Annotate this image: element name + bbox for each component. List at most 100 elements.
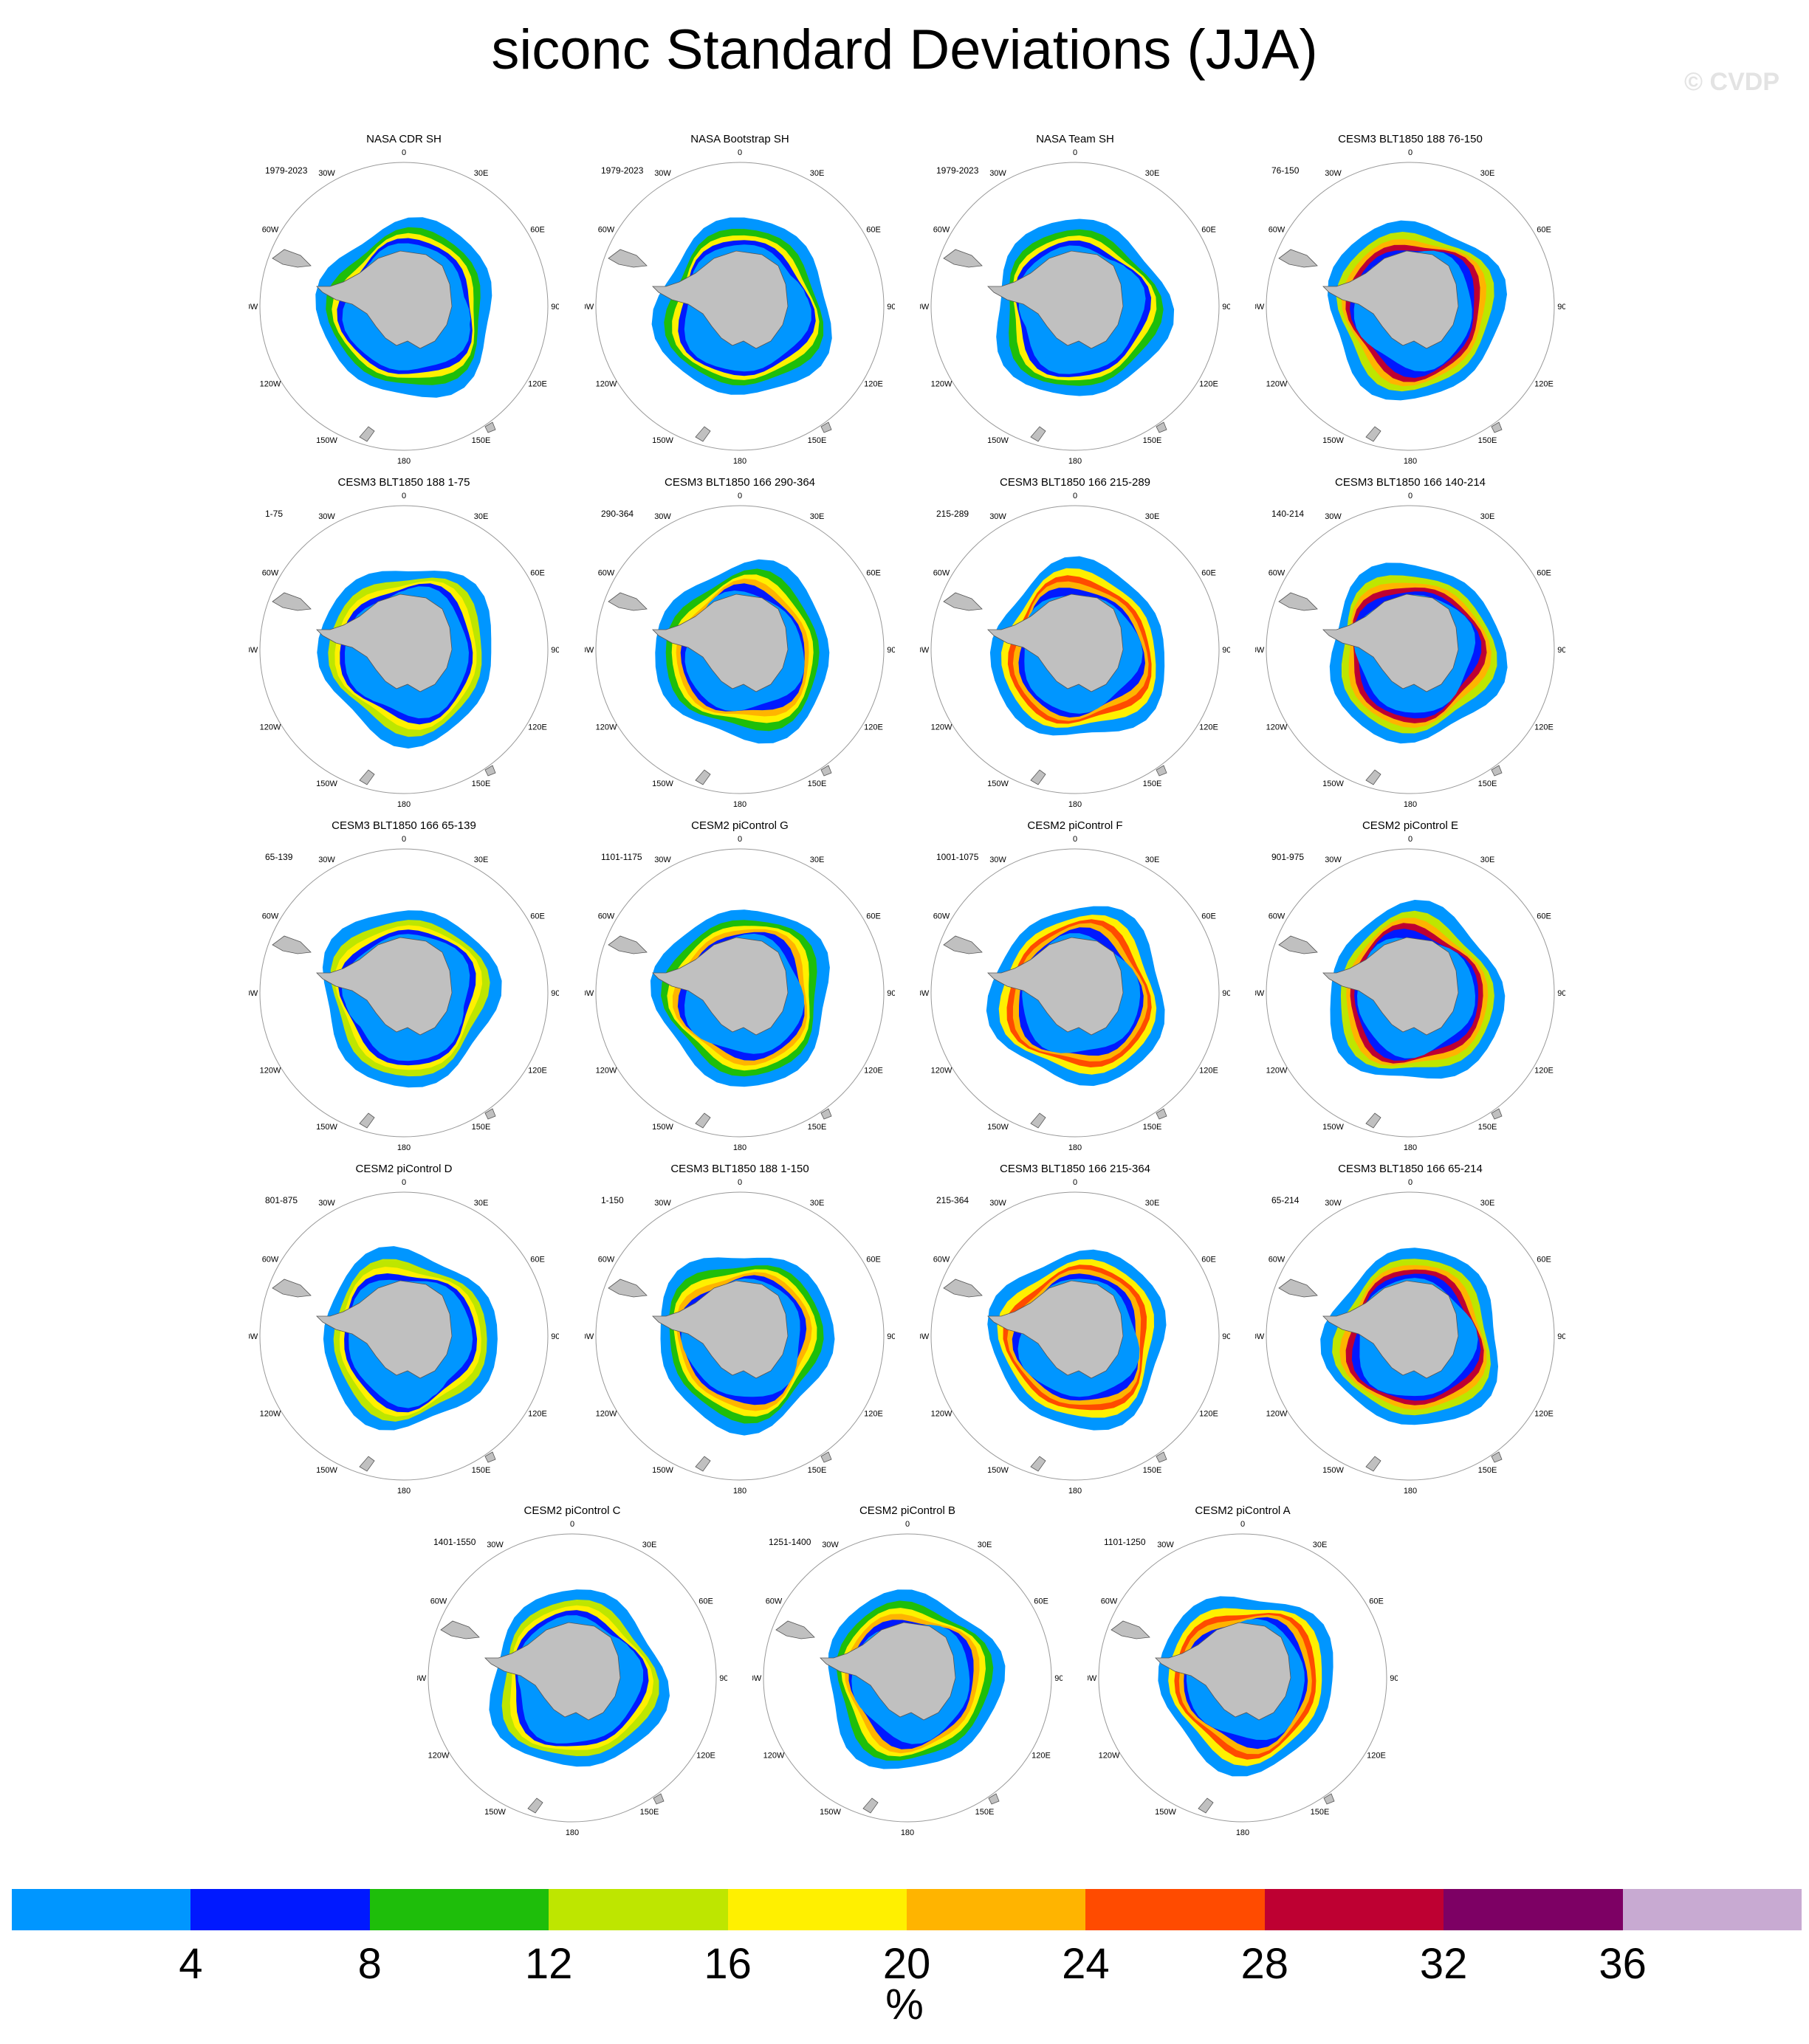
longitude-label: 120E	[1534, 723, 1554, 732]
polar-map: 0 30E 60E 90E 120E 150E 180 150W 120W 90W 60W 30W	[1255, 1178, 1565, 1495]
colorbar-tick-label: 36	[1599, 1940, 1647, 1988]
map-panel: CESM3 BLT1850 166 65-214 65-214 0 30E 60E 90E…	[1255, 1163, 1565, 1495]
longitude-label: 30E	[1145, 512, 1160, 521]
polar-map: 0 30E 60E 90E 120E 150E 180 150W 120W 90W 60W 30W	[1255, 835, 1565, 1152]
longitude-label: 90W	[585, 646, 594, 655]
longitude-label: 60E	[530, 912, 545, 921]
longitude-label: 120E	[528, 1067, 547, 1076]
longitude-label: 60W	[1269, 569, 1285, 578]
longitude-label: 90W	[920, 989, 930, 998]
longitude-label: 150E	[1311, 1808, 1330, 1817]
longitude-label: 180	[1068, 1143, 1082, 1152]
longitude-label: 150E	[640, 1808, 659, 1817]
polar-map: 0 30E 60E 90E 120E 150E 180 150W 120W 90W 60W 30W	[585, 835, 895, 1152]
longitude-label: 30W	[1325, 169, 1342, 178]
longitude-label: 180	[397, 800, 411, 808]
longitude-label: 150E	[1143, 436, 1162, 445]
longitude-label: 0	[402, 148, 406, 157]
south-america-landmass	[1278, 249, 1318, 268]
longitude-label: 30E	[810, 512, 825, 521]
longitude-label: 0	[738, 492, 742, 500]
longitude-label: 120W	[596, 380, 617, 389]
longitude-label: 0	[1408, 835, 1412, 844]
longitude-label: 150W	[652, 780, 673, 788]
tasmania-landmass	[653, 1793, 665, 1805]
longitude-label: 30W	[989, 1199, 1006, 1208]
polar-map: 0 30E 60E 90E 120E 150E 180 150W 120W 90W 60W 30W	[585, 492, 895, 808]
colorbar-swatch	[369, 1889, 549, 1930]
longitude-label: 120W	[260, 1410, 281, 1419]
south-america-landmass	[943, 592, 983, 611]
polar-map: 0 30E 60E 90E 120E 150E 180 150W 120W 90W 60W 30W	[249, 835, 559, 1152]
longitude-label: 150W	[484, 1808, 506, 1817]
map-panel: CESM3 BLT1850 166 215-289 215-289 0 30E 60E 9…	[920, 476, 1230, 808]
longitude-label: 150E	[808, 1123, 827, 1132]
longitude-label: 60W	[1269, 226, 1285, 235]
map-panel: CESM2 piControl D 801-875 0 30E 60E 90E 120E 15…	[249, 1163, 559, 1495]
longitude-label: 60W	[766, 1597, 783, 1606]
tasmania-landmass	[1491, 1108, 1503, 1120]
longitude-label: 90E	[1222, 989, 1230, 998]
longitude-label: 0	[1073, 492, 1077, 500]
longitude-label: 150W	[987, 780, 1009, 788]
longitude-label: 30E	[1480, 512, 1495, 521]
longitude-label: 90W	[1255, 646, 1265, 655]
longitude-label: 150E	[1143, 1123, 1162, 1132]
longitude-label: 90W	[249, 303, 258, 312]
colorbar-swatch	[12, 1889, 191, 1930]
map-panel: CESM3 BLT1850 166 140-214 140-214 0 30E 60E 9…	[1255, 476, 1565, 808]
panel-years: 140-214	[1271, 509, 1305, 519]
longitude-label: 60W	[262, 912, 279, 921]
tasmania-landmass	[484, 421, 496, 433]
polar-map: 0 30E 60E 90E 120E 150E 180 150W 120W 90W 60W 30W	[249, 1178, 559, 1495]
longitude-label: 90W	[1255, 303, 1265, 312]
figure-title: siconc Standard Deviations (JJA)	[491, 18, 1318, 81]
longitude-label: 30W	[989, 512, 1006, 521]
panel-years: 1-75	[265, 509, 284, 519]
polar-map: 0 30E 60E 90E 120E 150E 180 150W 120W 90W 60W 30W	[249, 148, 559, 465]
longitude-label: 60E	[698, 1597, 713, 1606]
longitude-label: 150E	[975, 1808, 995, 1817]
panel-years: 1979-2023	[936, 165, 979, 176]
longitude-label: 90E	[551, 1332, 559, 1341]
longitude-label: 60E	[866, 912, 881, 921]
antarctica-landmass	[316, 593, 453, 692]
longitude-label: 180	[1068, 800, 1082, 808]
longitude-label: 120E	[1199, 1410, 1218, 1419]
longitude-label: 90W	[585, 1332, 594, 1341]
map-panel: CESM3 BLT1850 166 215-364 215-364 0 30E 60E 9…	[920, 1163, 1230, 1495]
panel-years: 1979-2023	[265, 165, 308, 176]
longitude-label: 60E	[1537, 569, 1551, 578]
longitude-label: 30W	[989, 169, 1006, 178]
longitude-label: 120E	[528, 380, 547, 389]
longitude-label: 150W	[1322, 780, 1344, 788]
longitude-label: 90W	[1255, 1332, 1265, 1341]
panel-years: 1101-1175	[601, 852, 642, 862]
panel-years: 801-875	[265, 1195, 298, 1205]
new-zealand-landmass	[1365, 426, 1381, 442]
longitude-label: 0	[738, 148, 742, 157]
map-panel: CESM3 BLT1850 166 65-139 65-139 0 30E 60E 90E…	[249, 819, 559, 1152]
longitude-label: 60W	[933, 1256, 950, 1264]
longitude-label: 120E	[864, 380, 883, 389]
colorbar-swatch	[1444, 1889, 1623, 1930]
south-america-landmass	[608, 935, 648, 954]
south-america-landmass	[1111, 1620, 1150, 1639]
tasmania-landmass	[820, 765, 832, 777]
tasmania-landmass	[484, 1451, 496, 1463]
colorbar-tick-label: 28	[1240, 1940, 1289, 1988]
longitude-label: 60W	[262, 1256, 279, 1264]
south-america-landmass	[608, 1279, 648, 1298]
longitude-label: 60W	[262, 226, 279, 235]
longitude-label: 60E	[1201, 1256, 1216, 1264]
new-zealand-landmass	[862, 1797, 879, 1814]
new-zealand-landmass	[1365, 1456, 1381, 1472]
longitude-label: 120W	[260, 1067, 281, 1076]
panel-title: CESM3 BLT1850 166 215-289	[999, 476, 1151, 489]
tasmania-landmass	[484, 765, 496, 777]
colorbar-tick-label: 16	[704, 1940, 752, 1988]
map-panel: CESM2 piControl F 1001-1075 0 30E 60E 90E 120E…	[920, 819, 1230, 1152]
tasmania-landmass	[1156, 1108, 1167, 1120]
panel-title: CESM3 BLT1850 188 76-150	[1338, 133, 1483, 145]
longitude-label: 180	[1068, 1487, 1082, 1495]
